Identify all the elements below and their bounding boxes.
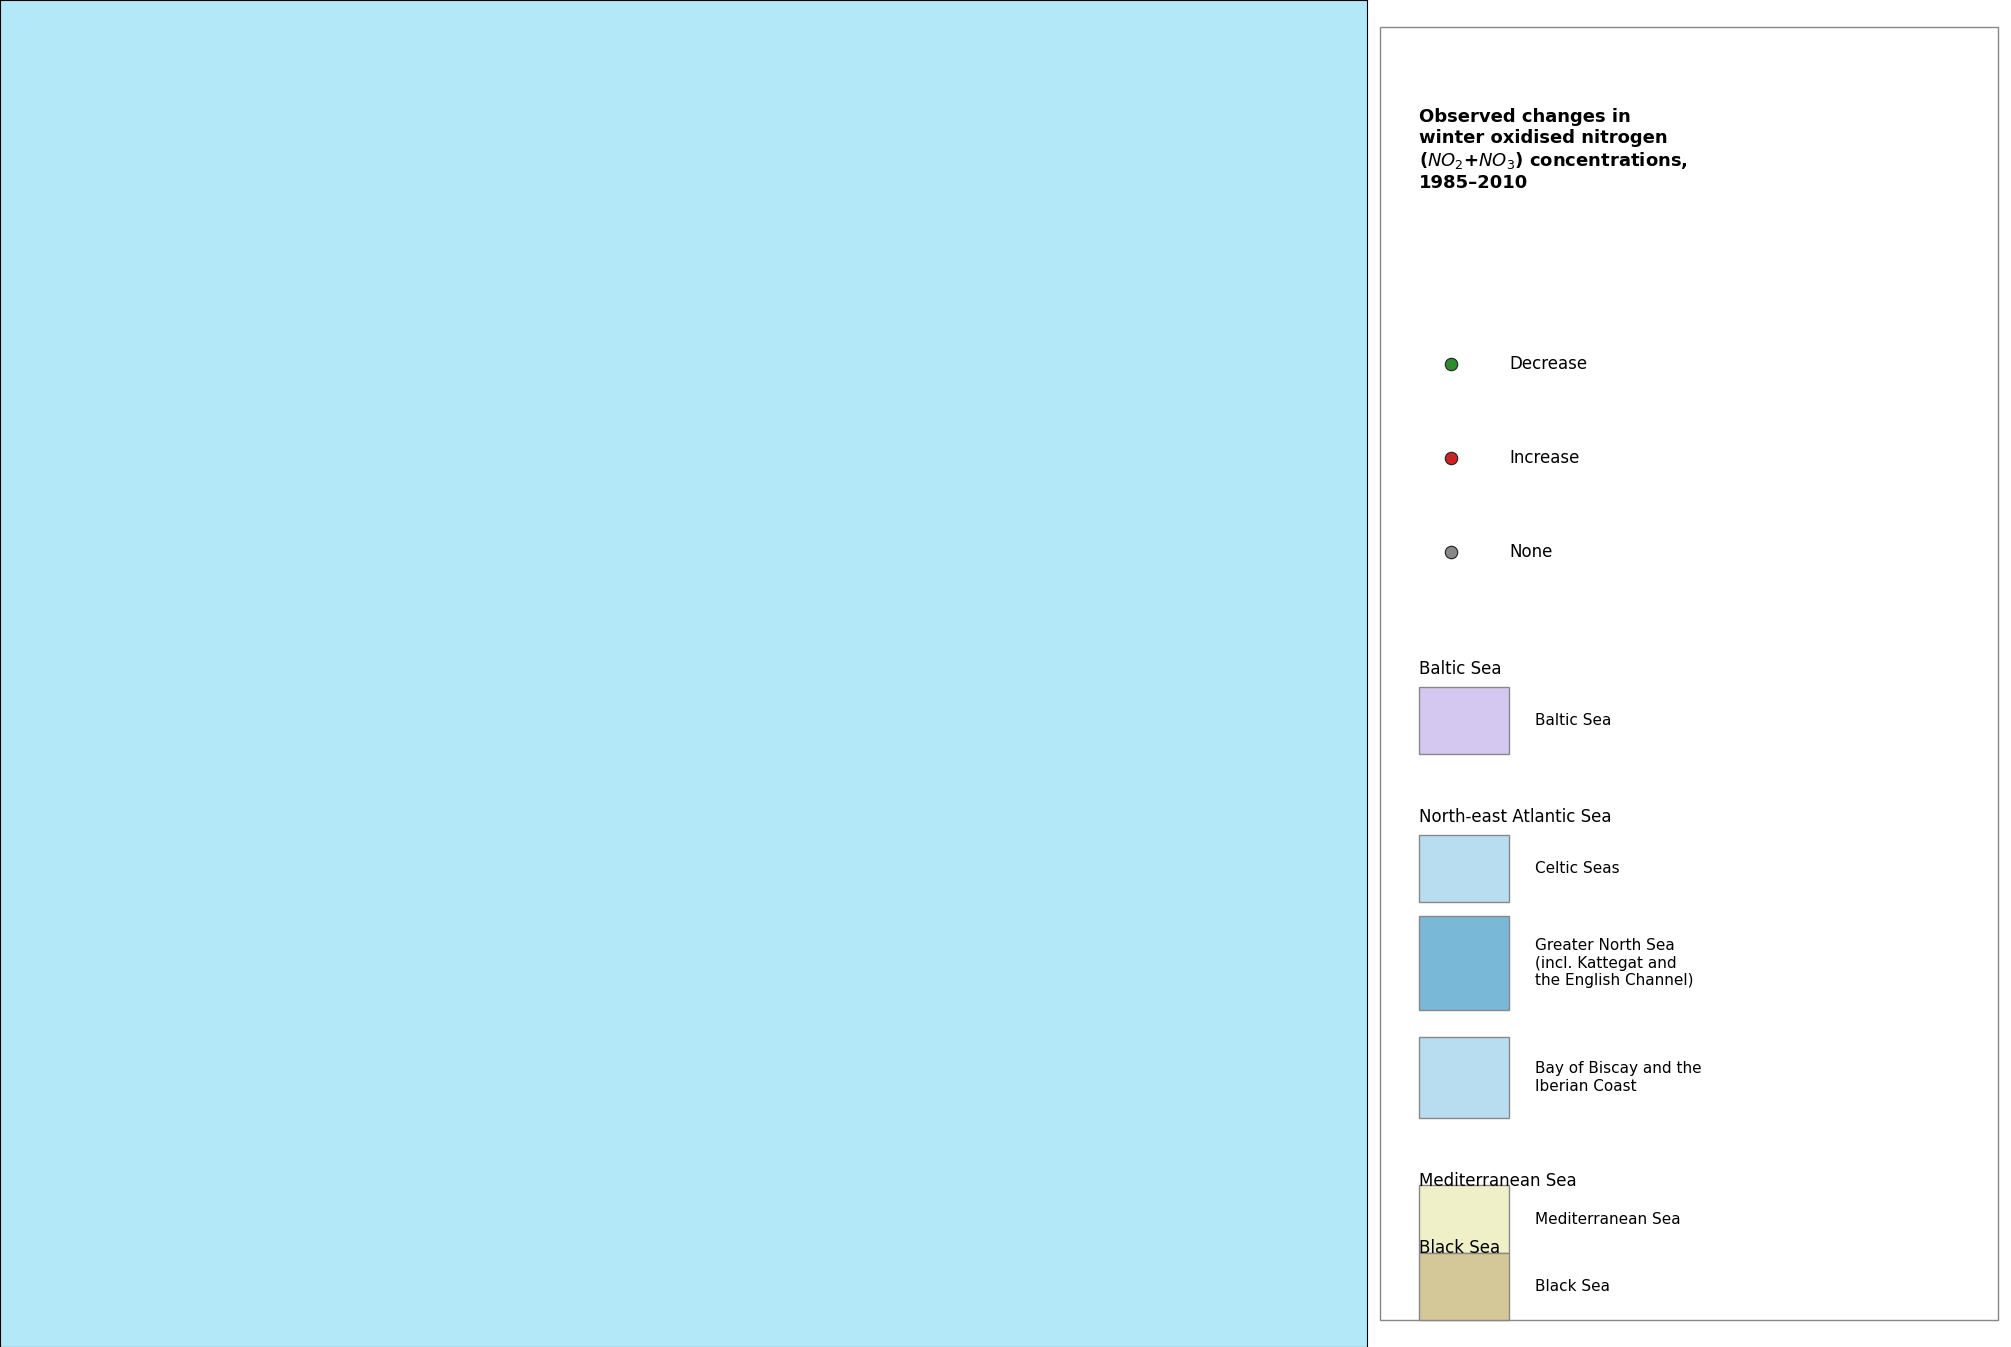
Bar xyxy=(1420,1037,1508,1118)
Bar xyxy=(1420,687,1508,754)
Bar xyxy=(1420,1253,1508,1320)
Text: North-east Atlantic Sea: North-east Atlantic Sea xyxy=(1420,808,1611,826)
Text: Mediterranean Sea: Mediterranean Sea xyxy=(1534,1211,1681,1227)
Text: Greater North Sea
(incl. Kattegat and
the English Channel): Greater North Sea (incl. Kattegat and th… xyxy=(1534,939,1693,987)
Bar xyxy=(1420,916,1508,1010)
Bar xyxy=(1420,1185,1508,1253)
Text: Baltic Sea: Baltic Sea xyxy=(1534,713,1611,729)
Text: Celtic Seas: Celtic Seas xyxy=(1534,861,1619,877)
Text: Increase: Increase xyxy=(1508,449,1579,467)
Text: Black Sea: Black Sea xyxy=(1420,1239,1500,1257)
Point xyxy=(1436,353,1468,374)
Text: Observed changes in
winter oxidised nitrogen
($NO_2$+$NO_3$) concentrations,
198: Observed changes in winter oxidised nitr… xyxy=(1420,108,1687,191)
Text: Black Sea: Black Sea xyxy=(1534,1278,1609,1294)
Text: Bay of Biscay and the
Iberian Coast: Bay of Biscay and the Iberian Coast xyxy=(1534,1061,1701,1094)
Text: Mediterranean Sea: Mediterranean Sea xyxy=(1420,1172,1577,1189)
Text: Baltic Sea: Baltic Sea xyxy=(1420,660,1502,678)
Text: Decrease: Decrease xyxy=(1508,354,1587,373)
Bar xyxy=(1420,835,1508,902)
Point xyxy=(1436,541,1468,563)
Point xyxy=(1436,447,1468,469)
FancyBboxPatch shape xyxy=(1380,27,1999,1320)
Text: None: None xyxy=(1508,543,1552,562)
